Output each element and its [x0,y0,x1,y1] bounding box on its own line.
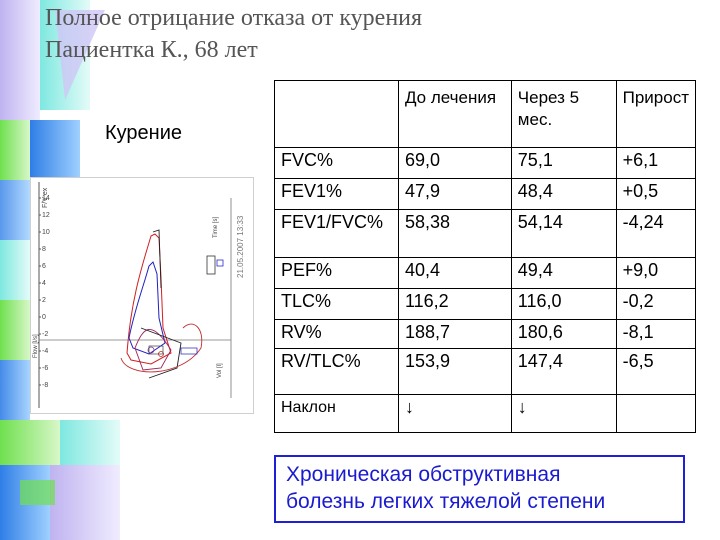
table-row: RV/TLC% 153,9 147,4 -6,5 [274,348,697,395]
table-header-cell: Прирост [615,80,697,148]
table-row: FEV1% 47,9 48,4 +0,5 [274,178,697,210]
value-after: 147,4 [510,348,617,395]
spirometry-table: До лечения Через 5 мес. Прирост FVC% 69,… [274,80,697,433]
plot-tick-label: -2 [42,331,48,338]
value-before: 153,9 [397,348,512,395]
smoking-label: Курение [105,122,183,144]
value-delta: +9,0 [615,257,697,289]
axis-top-label: F/V ex [42,187,49,208]
diagnosis-box: Хроническая обструктивная болезнь легких… [274,455,685,523]
table-header-cell [274,80,399,148]
table-row: FEV1/FVC% 58,38 54,14 -4,24 [274,209,697,258]
value-delta: -8,1 [615,319,697,349]
value-delta: -6,5 [615,348,697,395]
plot-tick-label: 0 [42,314,46,321]
value-delta: -0,2 [615,288,697,320]
plot-tick-label: -6 [42,365,48,372]
param-name: PEF% [274,257,399,289]
plot-tick-label: 2 [42,297,46,304]
table-row: Наклон ↓ ↓ [274,394,697,433]
plot-tick-label: 12 [42,212,50,219]
plot-tick-label: -8 [42,382,48,389]
table-header-cell: До лечения [397,80,512,148]
plot-tick-label: 4 [42,280,46,287]
table-row: TLC% 116,2 116,0 -0,2 [274,288,697,320]
decorative-mosaic [0,0,120,540]
value-after: 49,4 [510,257,617,289]
axis-left-label: Flow [l/s] [33,334,39,358]
table-row: RV% 188,7 180,6 -8,1 [274,319,697,349]
slide-title: Полное отрицание отказа от курения Пацие… [45,2,705,66]
table-header-cell: Через 5 мес. [510,80,617,148]
value-before: 116,2 [397,288,512,320]
plot-tick-label: 8 [42,246,46,253]
plot-tick-label: 6 [42,263,46,270]
plot-tick-label: 10 [42,229,50,236]
table-header-row: До лечения Через 5 мес. Прирост [274,80,697,148]
param-name: TLC% [274,288,399,320]
plot-tick-label: -4 [42,348,48,355]
value-before: 188,7 [397,319,512,349]
value-delta: +0,5 [615,178,697,210]
plot-tick-label: 14 [42,195,50,202]
value-after: 54,14 [510,209,617,258]
value-before: 40,4 [397,257,512,289]
value-after: 116,0 [510,288,617,320]
diagnosis-line-1: Хроническая обструктивная [286,463,561,486]
value-delta: -4,24 [615,209,697,258]
value-before: 69,0 [397,147,512,179]
title-line-1: Полное отрицание отказа от курения [45,5,423,31]
diagnosis-line-2: болезнь легких тяжелой степени [286,490,606,513]
param-name: Наклон [274,394,399,433]
value-after: 48,4 [510,178,617,210]
axis-bottom-label: Vol [l] [217,363,223,378]
value-delta: +6,1 [615,147,697,179]
value-after: 180,6 [510,319,617,349]
table-row: PEF% 40,4 49,4 +9,0 [274,257,697,289]
param-name: FEV1/FVC% [274,209,399,258]
param-name: FVC% [274,147,399,179]
title-line-2: Пациентка К., 68 лет [45,37,258,63]
param-name: FEV1% [274,178,399,210]
value-after: 75,1 [510,147,617,179]
spirogram-image: 14 12 10 8 6 4 2 0 -2 -4 -6 -8 F/V ex Flow [l/s] Vo… [30,177,254,414]
value-before: ↓ [397,394,512,433]
value-after: ↓ [510,394,617,433]
param-name: RV% [274,319,399,349]
date-stamp: 21.05.2007 13:33 [236,215,245,278]
param-name: RV/TLC% [274,348,399,395]
table-row: FVC% 69,0 75,1 +6,1 [274,147,697,179]
axis-right-label: Time [s] [213,217,219,238]
value-before: 47,9 [397,178,512,210]
flow-volume-plot: 14 12 10 8 6 4 2 0 -2 -4 -6 -8 F/V ex Flow [l/s] Vo… [33,182,245,408]
value-delta [615,394,697,433]
value-before: 58,38 [397,209,512,258]
